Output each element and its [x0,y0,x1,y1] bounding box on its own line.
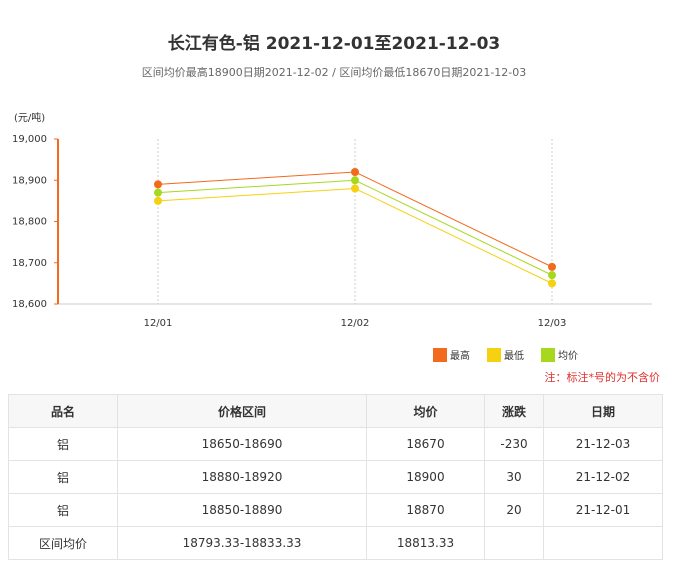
header-cell: 涨跌 [484,394,544,428]
point [548,279,556,288]
cell: 18870 [366,493,485,527]
point [351,176,359,185]
price-table: 品名 价格区间 均价 涨跌 日期铝 18650-18690 18670 -230 21-12-0… [8,394,663,560]
legend-swatch [487,348,501,362]
row: 铝 18850-18890 18870 20 21-12-01 [8,493,663,527]
x-tick-label: 12/01 [144,318,173,329]
point [548,271,556,280]
header-cell: 价格区间 [117,394,367,428]
legend-swatch [541,348,555,362]
cell: 18813.33 [366,526,485,560]
cell: 30 [484,460,544,494]
note: 注：标注*号的为不含价 [545,370,661,384]
y-tick-label: 18,900 [12,175,47,186]
header-cell: 品名 [8,394,118,428]
y-tick-label: 18,600 [12,299,47,310]
point [154,180,162,189]
header-cell: 日期 [543,394,663,428]
row: 铝 18880-18920 18900 30 21-12-02 [8,460,663,494]
cell [543,526,663,560]
x-tick-label: 12/02 [341,318,370,329]
legend-label: 最低 [504,349,524,362]
y-tick-label: 18,700 [12,258,47,269]
cell: 21-12-03 [543,427,663,461]
cell: 20 [484,493,544,527]
legend-swatch [433,348,447,362]
legend-label: 均价 [558,350,578,362]
header-row: 品名 价格区间 均价 涨跌 日期 [8,394,663,428]
point [154,196,162,205]
chart-title: 长江有色-铝 2021-12-01至2021-12-03 [168,33,500,54]
cell: 18880-18920 [117,460,367,494]
header-cell: 均价 [366,394,485,428]
y-axis-label: (元/吨) [14,111,45,124]
y-tick-label: 18,800 [12,217,47,228]
chart-subtitle: 区间均价最高18900日期2021-12-02 / 区间均价最低18670日期2… [142,65,527,79]
cell: 18670 [366,427,485,461]
cell: 铝 [8,493,118,527]
cell: -230 [484,427,544,461]
legend-label: 最高 [450,349,470,362]
cell [484,526,544,560]
cell: 18850-18890 [117,493,367,527]
y-tick-label: 19,000 [12,134,47,145]
cell: 21-12-02 [543,460,663,494]
cell: 18650-18690 [117,427,367,461]
chart: 长江有色-铝 2021-12-01至2021-12-03 区间均价最高18900… [12,33,661,384]
cell: 铝 [8,460,118,494]
cell: 18900 [366,460,485,494]
point [154,188,162,197]
cell: 区间均价 [8,526,118,560]
cell: 21-12-01 [543,493,663,527]
row: 区间均价 18793.33-18833.33 18813.33 [8,526,663,560]
point [548,262,556,271]
point [351,168,359,176]
x-tick-label: 12/03 [538,318,567,329]
cell: 18793.33-18833.33 [117,526,367,560]
row: 铝 18650-18690 18670 -230 21-12-03 [8,427,663,461]
point [351,184,359,193]
cell: 铝 [8,427,118,461]
